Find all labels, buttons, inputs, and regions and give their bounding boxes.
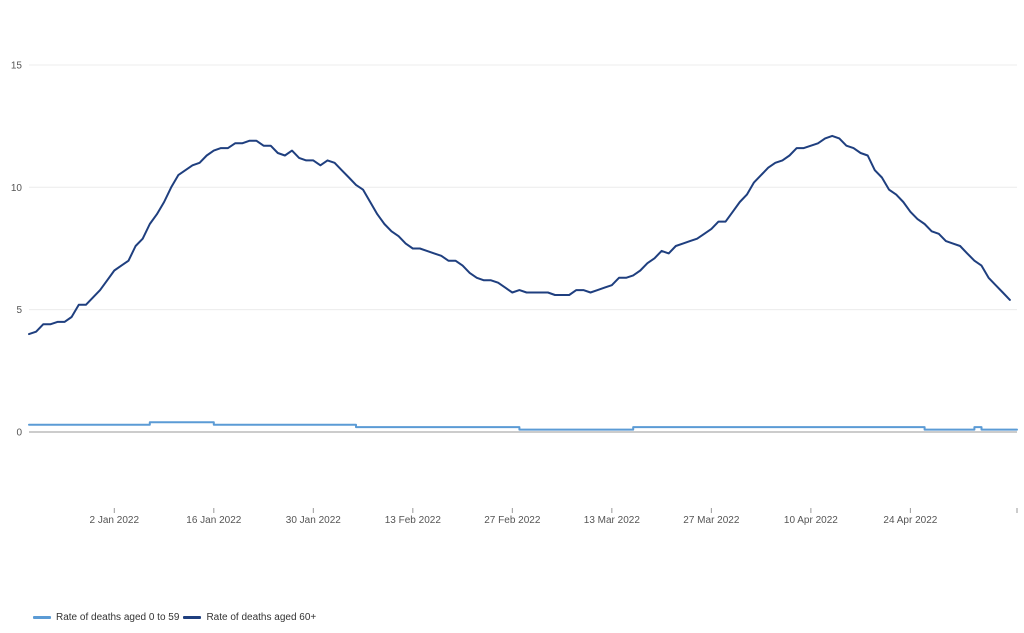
x-tick-label-3: 13 Feb 2022 bbox=[385, 515, 442, 526]
x-tick-label-8: 24 Apr 2022 bbox=[883, 515, 937, 526]
legend-swatch-aged-0-to-59 bbox=[33, 616, 51, 619]
x-tick-label-0: 2 Jan 2022 bbox=[90, 515, 140, 526]
y-tick-label-0: 0 bbox=[16, 428, 22, 439]
y-tick-label-10: 10 bbox=[11, 183, 23, 194]
legend-item-aged-0-to-59[interactable]: Rate of deaths aged 0 to 59 bbox=[33, 612, 179, 623]
x-tick-label-7: 10 Apr 2022 bbox=[784, 515, 838, 526]
legend-swatch-aged-60-plus bbox=[183, 616, 202, 619]
x-tick-label-2: 30 Jan 2022 bbox=[286, 515, 341, 526]
x-tick-label-5: 13 Mar 2022 bbox=[584, 515, 641, 526]
series-lines bbox=[28, 134, 1018, 431]
y-axis-tick-labels: 0 5 10 15 bbox=[11, 60, 23, 438]
legend-label-aged-60-plus: Rate of deaths aged 60+ bbox=[206, 612, 317, 623]
legend-label-aged-0-to-59: Rate of deaths aged 0 to 59 bbox=[56, 612, 180, 623]
x-tick-label-6: 27 Mar 2022 bbox=[683, 515, 740, 526]
y-tick-label-5: 5 bbox=[16, 305, 22, 316]
x-tick-label-4: 27 Feb 2022 bbox=[484, 515, 541, 526]
x-tick-label-1: 16 Jan 2022 bbox=[186, 515, 241, 526]
series-line-aged-60-plus[interactable] bbox=[28, 134, 1011, 336]
chart-legend: Rate of deaths aged 0 to 59 Rate of deat… bbox=[33, 612, 316, 623]
series-line-aged-0-to-59[interactable] bbox=[28, 421, 1018, 431]
y-tick-label-15: 15 bbox=[11, 60, 23, 71]
gridlines bbox=[29, 64, 1017, 433]
x-axis: 2 Jan 2022 16 Jan 2022 30 Jan 2022 13 Feb 2… bbox=[90, 508, 1018, 526]
legend-item-aged-60-plus[interactable]: Rate of deaths aged 60+ bbox=[183, 612, 316, 623]
